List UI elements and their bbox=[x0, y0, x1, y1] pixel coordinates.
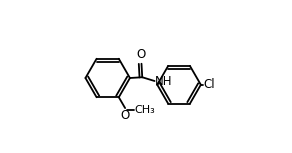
Text: O: O bbox=[137, 48, 146, 61]
Text: NH: NH bbox=[155, 75, 172, 88]
Text: Cl: Cl bbox=[204, 78, 215, 91]
Text: CH₃: CH₃ bbox=[135, 105, 155, 115]
Text: O: O bbox=[121, 109, 130, 122]
